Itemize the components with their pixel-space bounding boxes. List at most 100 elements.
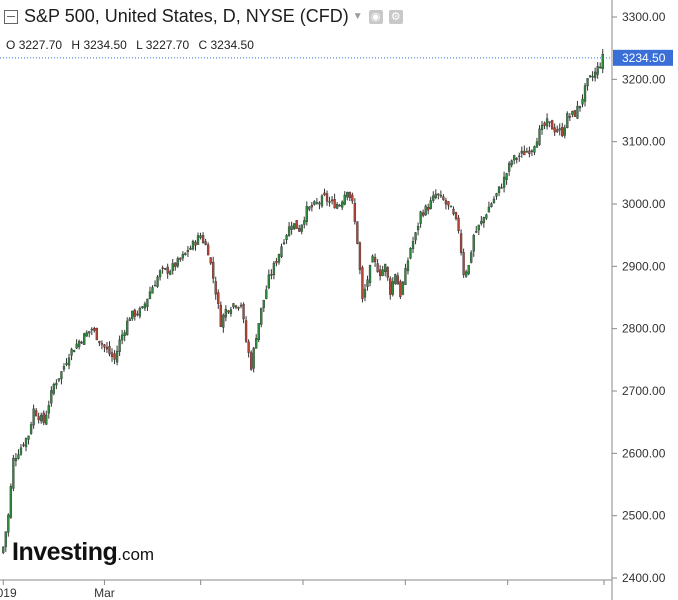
candle-body: [490, 203, 493, 207]
candle-body: [105, 346, 109, 350]
candle-body: [179, 257, 182, 260]
candle: [32, 404, 35, 429]
candle-body: [141, 306, 144, 309]
last-price-marker: 3234.50: [0, 49, 673, 66]
candle: [133, 308, 136, 321]
candle-body: [234, 305, 238, 308]
candle-body: [361, 267, 364, 299]
candle: [394, 273, 397, 285]
candle-body: [323, 192, 326, 196]
candle: [280, 243, 283, 259]
candle: [487, 201, 491, 213]
candle: [146, 298, 149, 311]
candle-body: [343, 194, 346, 205]
candle-body: [596, 66, 599, 75]
candle-body: [113, 353, 116, 360]
candle: [227, 310, 230, 314]
close-readout: C 3234.50: [198, 38, 254, 52]
candle: [568, 113, 572, 121]
candle: [581, 94, 584, 108]
candle-body: [45, 414, 48, 425]
candle-body: [599, 66, 602, 69]
candle-body: [22, 444, 25, 447]
candle: [209, 257, 212, 265]
candle-body: [67, 357, 71, 366]
candle-body: [272, 262, 276, 276]
candle-body: [24, 438, 28, 448]
candle: [249, 350, 253, 371]
candle: [115, 345, 119, 366]
candle: [396, 272, 400, 285]
candle: [50, 386, 53, 407]
candle-body: [209, 257, 212, 264]
candle: [409, 247, 412, 260]
candle-body: [88, 331, 91, 334]
candle-body: [535, 141, 539, 148]
candle-body: [194, 241, 197, 246]
investing-logo: Investing.com: [12, 538, 155, 566]
y-tick-label: 3300.00: [622, 10, 666, 24]
candle-body: [128, 318, 131, 322]
candle-body: [72, 350, 76, 353]
candle: [571, 110, 574, 118]
candle: [98, 340, 101, 346]
candle-body: [85, 332, 88, 337]
candle: [2, 546, 5, 555]
gear-icon[interactable]: ⚙: [388, 9, 403, 24]
candle-body: [510, 160, 513, 166]
x-axis[interactable]: 2019 Mar: [0, 580, 605, 600]
candle-body: [371, 255, 374, 263]
candle: [272, 260, 276, 280]
candle-body: [581, 98, 584, 105]
candle: [57, 378, 61, 383]
candle: [108, 341, 111, 357]
candle: [573, 109, 577, 117]
candle-body: [305, 206, 308, 222]
candle: [497, 186, 501, 197]
candle-body: [330, 199, 334, 202]
candle-body: [191, 240, 195, 250]
candle: [561, 122, 564, 138]
candle: [37, 412, 40, 424]
candle: [90, 327, 93, 336]
candle: [530, 149, 534, 156]
candle-body: [189, 247, 192, 250]
candle: [7, 513, 10, 537]
candle-body: [366, 279, 369, 287]
candle: [505, 172, 508, 185]
y-axis[interactable]: 3300.00 3200.00 3100.00 3000.00 2900.00 2800.…: [612, 10, 666, 585]
candle: [229, 306, 233, 317]
candle-body: [169, 271, 172, 275]
candle: [376, 259, 379, 273]
candle: [196, 232, 200, 245]
y-tick-label: 2500.00: [622, 509, 666, 523]
candle: [588, 74, 592, 79]
collapse-icon[interactable]: [4, 9, 18, 24]
candle-body: [470, 252, 473, 263]
ohlc-readout: O 3227.70 H 3234.50 L 3227.70 C 3234.50: [6, 38, 260, 52]
candle-body: [437, 193, 440, 196]
candle: [389, 276, 392, 300]
y-tick-label: 2900.00: [622, 259, 666, 273]
candle-body: [588, 75, 592, 77]
candle: [252, 346, 255, 373]
candle-body: [290, 225, 293, 230]
candle-body: [161, 267, 164, 269]
candle-body: [568, 116, 572, 118]
candle: [320, 194, 324, 208]
chart-header: S&P 500, United States, D, NYSE (CFD) ▼ …: [4, 6, 403, 27]
chevron-down-icon[interactable]: ▼: [352, 11, 363, 22]
candle-body: [416, 226, 420, 231]
candle: [151, 285, 154, 294]
candle-body: [523, 150, 526, 156]
candle-body: [257, 323, 260, 340]
candle-body: [60, 371, 63, 380]
candle-body: [545, 118, 549, 127]
candle-body: [237, 306, 240, 309]
candle: [513, 154, 516, 165]
candle-body: [2, 546, 5, 553]
candle: [214, 276, 217, 300]
candle-body: [457, 217, 460, 231]
eye-icon[interactable]: ◉: [368, 9, 383, 24]
